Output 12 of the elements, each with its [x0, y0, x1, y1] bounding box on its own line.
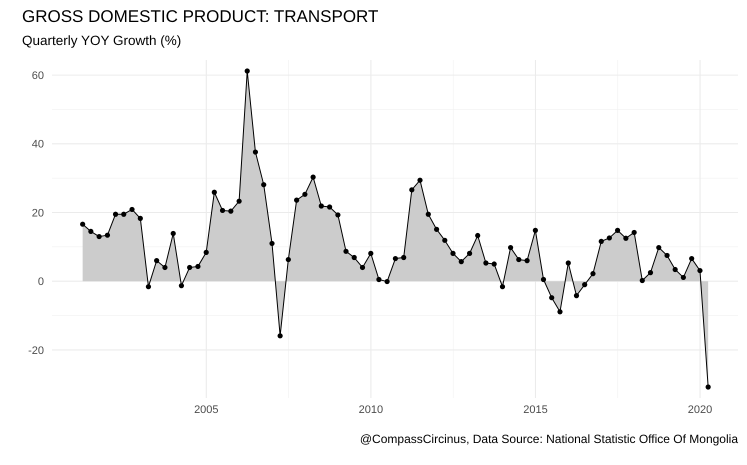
y-tick-label: 40: [32, 138, 44, 151]
x-tick-label: 2010: [358, 404, 384, 416]
text: @CompassCircinus, Data Source: National Statistic Office Of Mongolia: [360, 432, 738, 446]
x-tick-label: 2015: [523, 404, 548, 416]
chart-subtitle: Quarterly YOY Growth (%): [22, 33, 182, 48]
chart-title: GROSS DOMESTIC PRODUCT: TRANSPORT: [22, 7, 378, 26]
x-tick-label: 2005: [194, 404, 219, 416]
y-tick-label: 0: [38, 276, 44, 288]
y-tick-label: -20: [28, 344, 44, 357]
y-tick-label: 60: [32, 70, 44, 82]
x-tick-label: 2020: [688, 404, 712, 416]
y-tick-label: 20: [32, 207, 44, 220]
